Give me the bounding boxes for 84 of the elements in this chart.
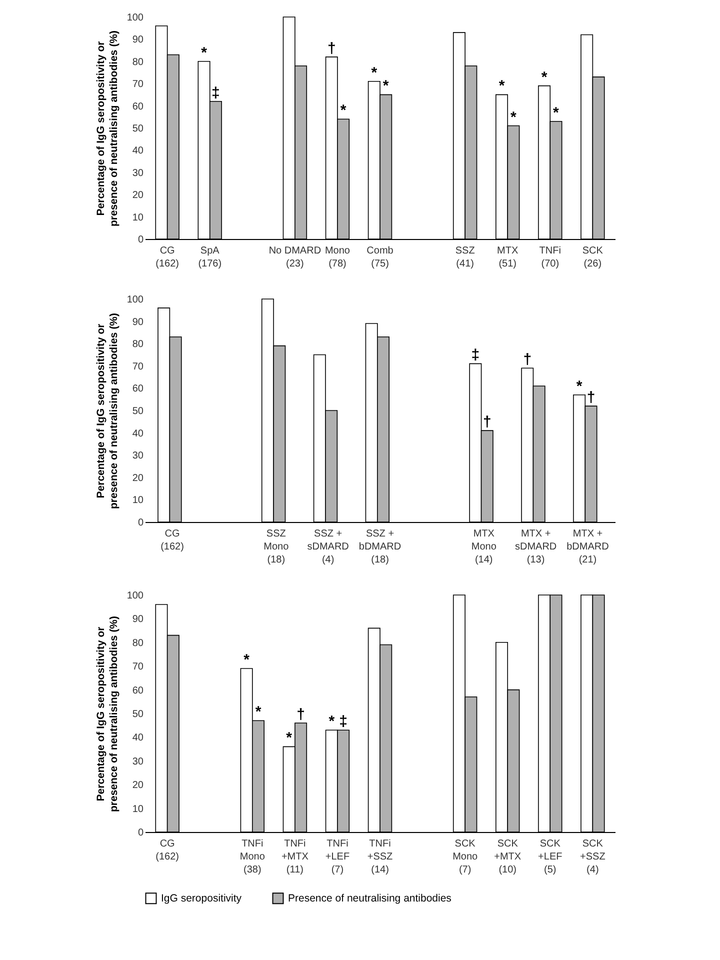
annotation: †	[482, 414, 492, 431]
x-tick-label: TNFi +MTX (11)	[281, 838, 309, 876]
y-tick-label: 60	[132, 101, 144, 112]
annotation: *	[201, 44, 208, 62]
y-tick-label: 80	[132, 638, 144, 649]
x-tick-label: CG (162)	[156, 838, 180, 862]
annotation: ‡	[212, 84, 220, 102]
y-tick-label: 50	[132, 709, 144, 720]
annotation: *	[510, 108, 517, 126]
x-tick-label: SCK +LEF (5)	[538, 838, 562, 876]
x-tick-label: SSZ (41)	[455, 246, 475, 270]
annotation: *	[371, 64, 378, 82]
x-tick-label: No DMARD (23)	[268, 246, 322, 270]
y-tick-label: 100	[126, 12, 144, 24]
annotation: ‡	[471, 346, 480, 364]
annotation: *	[382, 78, 389, 95]
y-tick-label: 80	[132, 339, 144, 350]
y-tick-label: 20	[132, 472, 144, 484]
annotation: *	[553, 104, 560, 122]
y-tick-label: 80	[132, 56, 144, 68]
x-tick-label: MTX (51)	[497, 246, 518, 270]
y-tick-label: 10	[132, 495, 144, 506]
annotation: *	[286, 730, 292, 747]
annotation: ‡	[339, 713, 348, 730]
x-tick-label: CG (162)	[160, 528, 184, 552]
annotation: *	[328, 713, 335, 730]
x-tick-label: CG (162)	[156, 246, 180, 270]
y-tick-label: 0	[138, 828, 144, 838]
annotation: †	[523, 351, 532, 368]
x-tick-label: MTX Mono (14)	[471, 528, 497, 566]
y-tick-label: 60	[132, 685, 144, 696]
annotation: *	[244, 651, 250, 668]
y-tick-label: 100	[126, 294, 144, 306]
x-tick-label: TNFi +LEF (7)	[325, 838, 350, 876]
x-tick-label: TNFi (70)	[539, 246, 561, 270]
x-tick-label: SCK +SSZ (4)	[580, 838, 606, 876]
y-tick-label: 10	[132, 212, 144, 224]
y-tick-label: 20	[132, 190, 144, 202]
annotation: *	[576, 378, 582, 395]
y-tick-label: 100	[126, 590, 144, 602]
legend-label: Presence of neutralising antibodies	[288, 892, 452, 904]
y-tick-label: 20	[132, 780, 144, 792]
x-tick-label: SpA (176)	[198, 246, 222, 270]
x-tick-label: TNFi +SSZ (14)	[367, 838, 393, 876]
y-tick-label: 90	[132, 34, 144, 46]
y-axis-title: Percentage of IgG seropositivity or presence of neutralising antibodies (%)	[94, 616, 120, 812]
y-tick-label: 30	[132, 168, 144, 179]
y-tick-label: 10	[132, 804, 144, 815]
x-tick-label: SCK (26)	[582, 246, 604, 270]
y-tick-label: 70	[132, 79, 144, 90]
y-tick-label: 30	[132, 756, 144, 768]
y-tick-label: 40	[132, 146, 144, 157]
y-tick-label: 40	[132, 428, 144, 440]
x-tick-label: MTX + sDMARD (13)	[514, 528, 557, 566]
y-tick-label: 40	[132, 732, 144, 744]
y-tick-label: 50	[132, 124, 144, 134]
y-tick-label: 30	[132, 450, 144, 462]
y-tick-label: 90	[132, 316, 144, 328]
x-tick-label: SCK +MTX (10)	[494, 838, 522, 876]
x-tick-label: SCK Mono (7)	[452, 838, 478, 876]
annotation: †	[296, 706, 305, 723]
y-tick-label: 0	[138, 518, 144, 528]
y-tick-label: 50	[132, 406, 144, 417]
y-axis-title: Percentage of IgG seropositivity or presence of neutralising antibodies (%)	[94, 30, 120, 227]
annotation: *	[498, 78, 505, 95]
annotation: *	[340, 102, 346, 120]
y-tick-label: 70	[132, 361, 144, 372]
x-tick-label: SSZ + bDMARD (18)	[358, 528, 402, 566]
y-axis-title: Percentage of IgG seropositivity or presence of neutralising antibodies (%)	[94, 312, 120, 510]
annotation: *	[541, 68, 548, 86]
x-tick-label: SSZ + sDMARD (4)	[307, 528, 349, 566]
x-tick-label: MTX + bDMARD (21)	[566, 528, 609, 566]
annotation: †	[327, 40, 336, 57]
x-tick-label: Comb (75)	[366, 246, 394, 270]
y-tick-label: 0	[138, 234, 144, 246]
y-tick-label: 60	[132, 384, 144, 395]
y-tick-label: 70	[132, 662, 144, 673]
x-tick-label: Mono (78)	[324, 246, 350, 270]
annotation: †	[586, 389, 596, 406]
legend-label: IgG seropositivity	[161, 892, 242, 904]
x-tick-label: SSZ Mono (18)	[264, 528, 290, 566]
x-tick-label: TNFi Mono (38)	[240, 838, 266, 876]
annotation: *	[255, 704, 262, 721]
y-tick-label: 90	[132, 614, 144, 626]
